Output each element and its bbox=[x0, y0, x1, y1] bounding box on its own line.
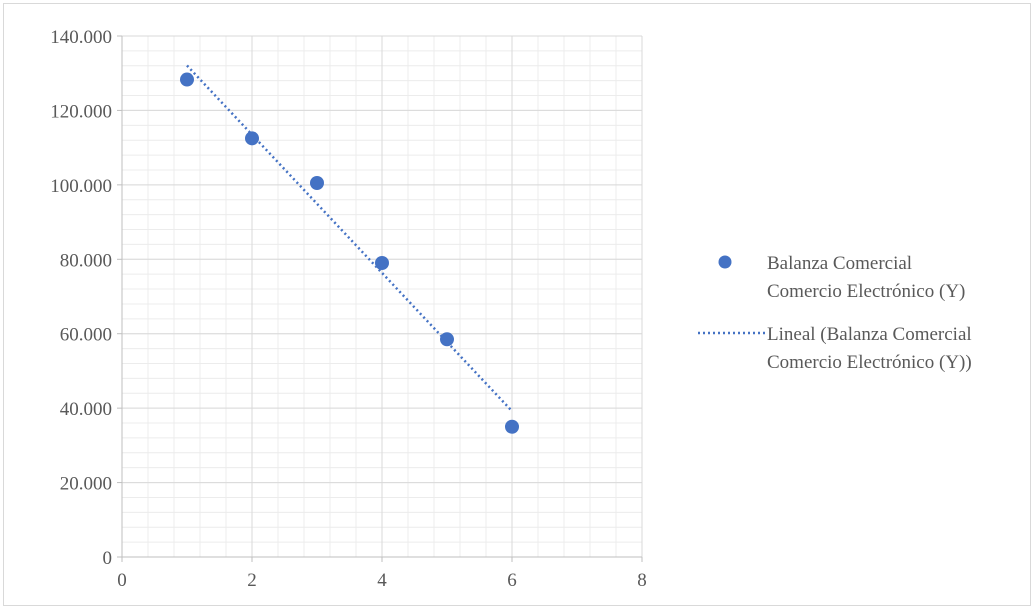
trendline bbox=[186, 64, 513, 412]
data-point bbox=[505, 419, 519, 434]
y-tick-label: 0 bbox=[103, 548, 113, 569]
y-tick-label: 20.000 bbox=[60, 474, 112, 495]
legend-label-series-line2: Comercio Electrónico (Y) bbox=[767, 281, 965, 302]
x-tick-label: 6 bbox=[507, 570, 517, 591]
y-tick-labels: 0 20.000 40.000 60.000 80.000 100.000 120.000 1… bbox=[50, 27, 112, 569]
legend-label-trendline-line2: Comercio Electrónico (Y)) bbox=[767, 352, 972, 373]
x-tick-label: 0 bbox=[117, 570, 127, 591]
legend-label-trendline-line1: Lineal (Balanza Comercial bbox=[767, 324, 972, 345]
y-tick-label: 40.000 bbox=[60, 399, 112, 420]
legend: Balanza Comercial Comercio Electrónico (… bbox=[698, 253, 972, 373]
y-tick-label: 140.000 bbox=[50, 27, 112, 48]
data-point bbox=[310, 175, 324, 190]
data-point bbox=[375, 256, 389, 271]
data-point bbox=[245, 131, 259, 146]
data-point bbox=[440, 332, 454, 347]
x-tick-label: 2 bbox=[247, 570, 257, 591]
data-points bbox=[180, 72, 519, 434]
legend-marker-series bbox=[718, 255, 732, 269]
legend-label-series-line1: Balanza Comercial bbox=[767, 253, 912, 274]
axes bbox=[117, 35, 643, 562]
x-tick-label: 4 bbox=[377, 570, 387, 591]
x-tick-label: 8 bbox=[637, 570, 647, 591]
y-tick-label: 120.000 bbox=[50, 101, 112, 122]
y-tick-label: 60.000 bbox=[60, 325, 112, 346]
y-tick-label: 80.000 bbox=[60, 250, 112, 271]
x-tick-labels: 0 2 4 6 8 bbox=[117, 570, 647, 591]
trendline-layer bbox=[186, 64, 513, 412]
y-tick-label: 100.000 bbox=[50, 176, 112, 197]
major-grid bbox=[122, 35, 643, 557]
data-point bbox=[180, 72, 194, 87]
